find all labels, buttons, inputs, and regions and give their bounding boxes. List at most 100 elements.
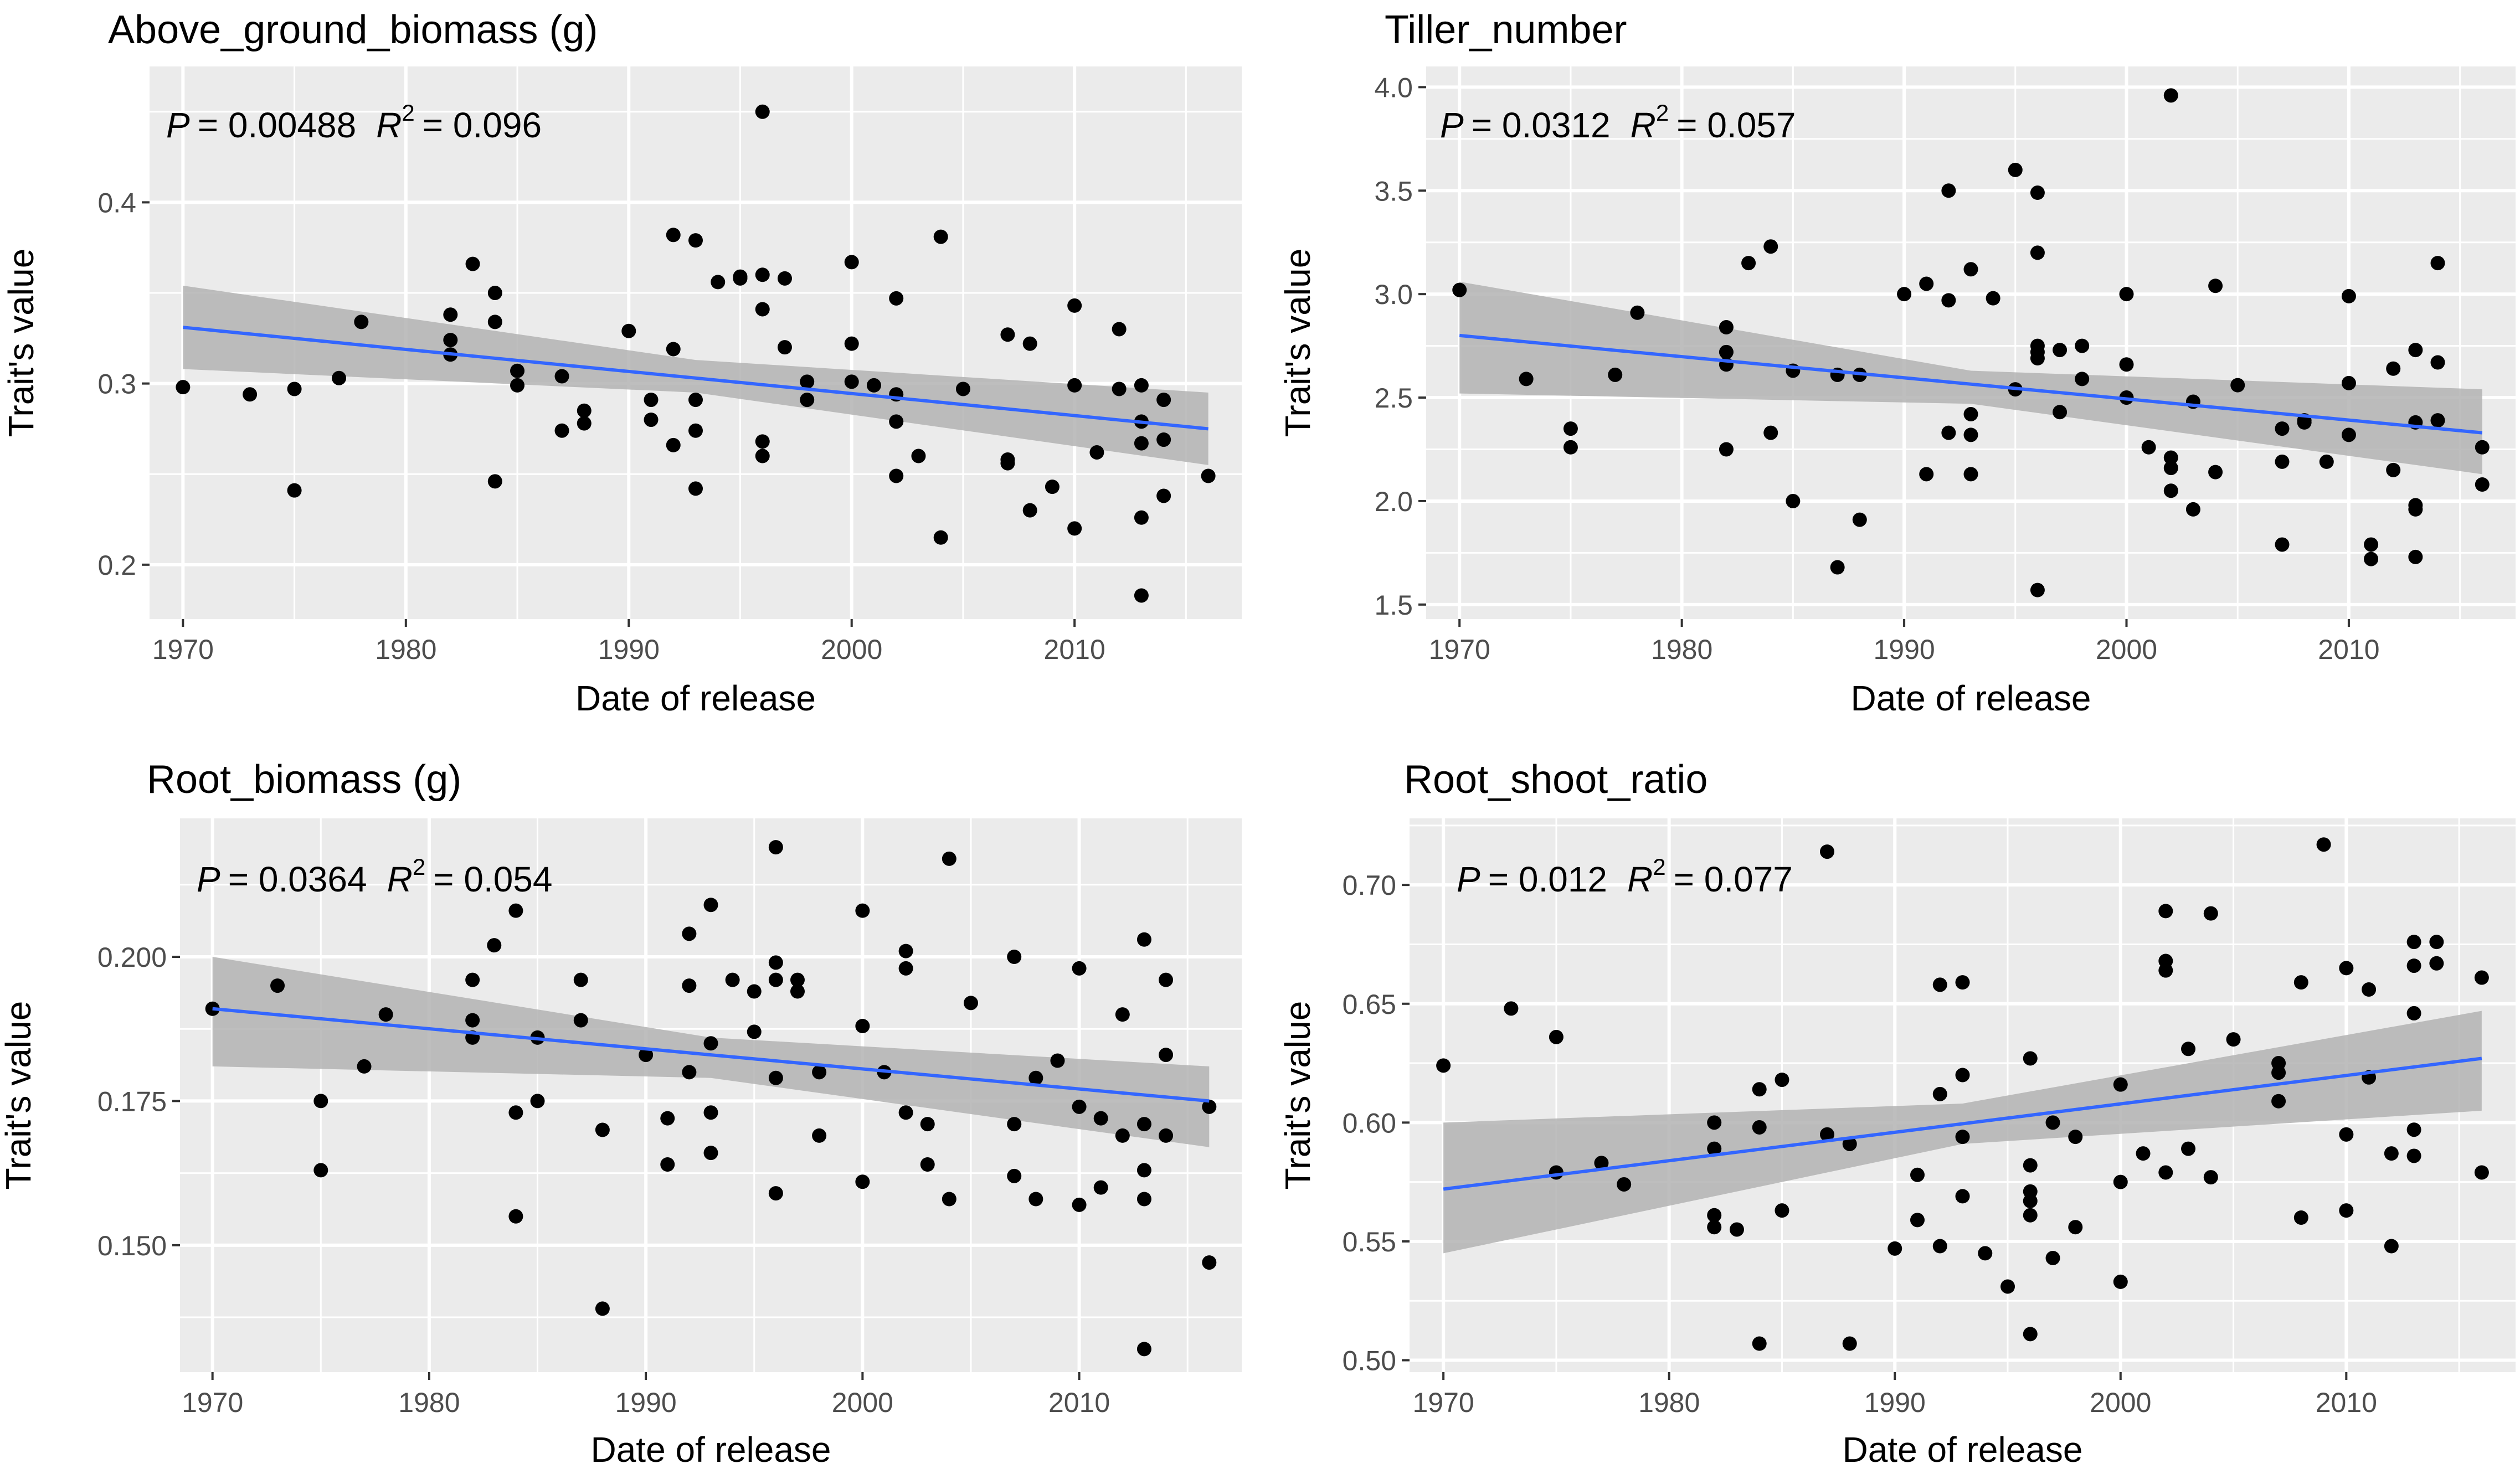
data-points — [1452, 88, 2490, 597]
data-point — [577, 403, 592, 418]
data-point — [725, 972, 740, 987]
data-point — [2408, 502, 2423, 517]
x-tick-label: 1970 — [182, 1387, 243, 1418]
data-point — [1963, 406, 1978, 421]
data-point — [755, 434, 770, 449]
data-point — [1022, 336, 1037, 351]
y-tick-label: 0.70 — [1343, 870, 1396, 901]
data-point — [270, 978, 285, 993]
data-point — [2297, 415, 2312, 430]
y-tick-label: 0.60 — [1343, 1107, 1396, 1138]
x-tick-label: 2010 — [2318, 634, 2379, 665]
data-point — [2386, 361, 2401, 376]
data-point — [644, 413, 659, 427]
r2-superscript: 2 — [1656, 100, 1669, 126]
data-point — [1752, 1120, 1767, 1135]
data-point — [1067, 298, 1082, 313]
data-point — [1830, 560, 1845, 575]
confidence-ribbon — [1459, 281, 2482, 475]
data-point — [933, 229, 948, 244]
regression-line — [1459, 333, 2483, 435]
data-point — [287, 483, 302, 498]
chart-panel-3: 1970 1980 1990 2000 2010 0.150 0.175 0.200 Root_… — [0, 757, 1242, 1469]
data-point — [1072, 1099, 1087, 1114]
y-axis-label: Trait's value — [1278, 1001, 1318, 1190]
data-point — [1112, 322, 1127, 337]
data-point — [660, 1111, 675, 1126]
data-point — [942, 1192, 956, 1207]
data-point — [2275, 454, 2290, 469]
x-axis-label: Date of release — [1850, 678, 2091, 718]
data-point — [1452, 282, 1467, 297]
y-axis-label: Trait's value — [1278, 249, 1318, 437]
data-point — [487, 474, 502, 489]
r2-value: = 0.057 — [1676, 105, 1796, 145]
data-point — [963, 996, 978, 1011]
data-point — [1842, 1136, 1857, 1151]
data-point — [1159, 972, 1174, 987]
data-point — [688, 393, 703, 408]
data-point — [777, 271, 792, 286]
data-point — [508, 1105, 523, 1120]
data-point — [354, 315, 369, 329]
data-point — [1050, 1053, 1065, 1068]
data-point — [2406, 1148, 2421, 1163]
data-point — [1045, 480, 1060, 494]
x-tick-label: 1980 — [1651, 634, 1712, 665]
data-point — [666, 342, 681, 357]
data-point — [2341, 427, 2356, 442]
r2-value: = 0.054 — [433, 859, 552, 899]
data-point — [933, 530, 948, 545]
data-point — [1707, 1208, 1722, 1223]
data-point — [1707, 1115, 1722, 1130]
data-point — [688, 481, 703, 496]
data-point — [508, 903, 523, 918]
data-point — [2185, 502, 2200, 517]
data-point — [855, 1019, 870, 1033]
data-point — [1932, 977, 1947, 992]
data-point — [573, 972, 588, 987]
axis-ticks: 1970 1980 1990 2000 2010 1.5 2.0 2.5 3.0 3.5 4.0 — [1374, 72, 2379, 665]
data-point — [1563, 421, 1578, 436]
data-point — [1134, 510, 1149, 525]
y-tick-label: 0.175 — [97, 1086, 167, 1117]
data-point — [755, 302, 770, 317]
data-point — [1978, 1246, 1993, 1261]
data-point — [1719, 442, 1734, 457]
data-point — [2364, 537, 2379, 552]
data-point — [1201, 468, 1216, 483]
data-point — [2158, 904, 2173, 919]
stats-annotation: P = 0.00488 R2 = 0.096 — [166, 100, 542, 145]
x-tick-label: 2010 — [2316, 1387, 2377, 1418]
data-point — [313, 1163, 328, 1178]
data-point — [711, 275, 726, 290]
data-point — [2275, 421, 2290, 436]
y-tick-label: 0.150 — [97, 1230, 167, 1261]
data-point — [2386, 462, 2401, 477]
data-point — [2045, 1115, 2060, 1130]
data-point — [1093, 1180, 1108, 1195]
data-point — [2339, 1203, 2354, 1218]
data-point — [2339, 1127, 2354, 1142]
data-point — [1955, 1189, 1970, 1204]
confidence-ribbon — [212, 957, 1210, 1147]
stats-annotation: P = 0.012 R2 = 0.077 — [1457, 854, 1793, 899]
data-point — [2053, 405, 2068, 420]
data-point — [733, 269, 748, 284]
data-point — [2293, 1210, 2308, 1225]
data-point — [465, 1013, 480, 1028]
chart-panel-4: 1970 1980 1990 2000 2010 0.50 0.55 0.60 0.65 0.70… — [1278, 757, 2516, 1469]
x-tick-label: 1970 — [1413, 1387, 1474, 1418]
data-point — [768, 1070, 783, 1085]
p-label: P — [197, 859, 220, 899]
data-point — [2319, 454, 2334, 469]
data-point — [1932, 1086, 1947, 1101]
x-axis-label: Date of release — [1842, 1430, 2082, 1469]
data-point — [2208, 279, 2223, 293]
data-point — [1007, 1168, 1022, 1183]
data-point — [1549, 1165, 1564, 1180]
data-point — [1136, 1192, 1151, 1207]
data-point — [844, 255, 859, 270]
data-point — [2275, 537, 2290, 552]
